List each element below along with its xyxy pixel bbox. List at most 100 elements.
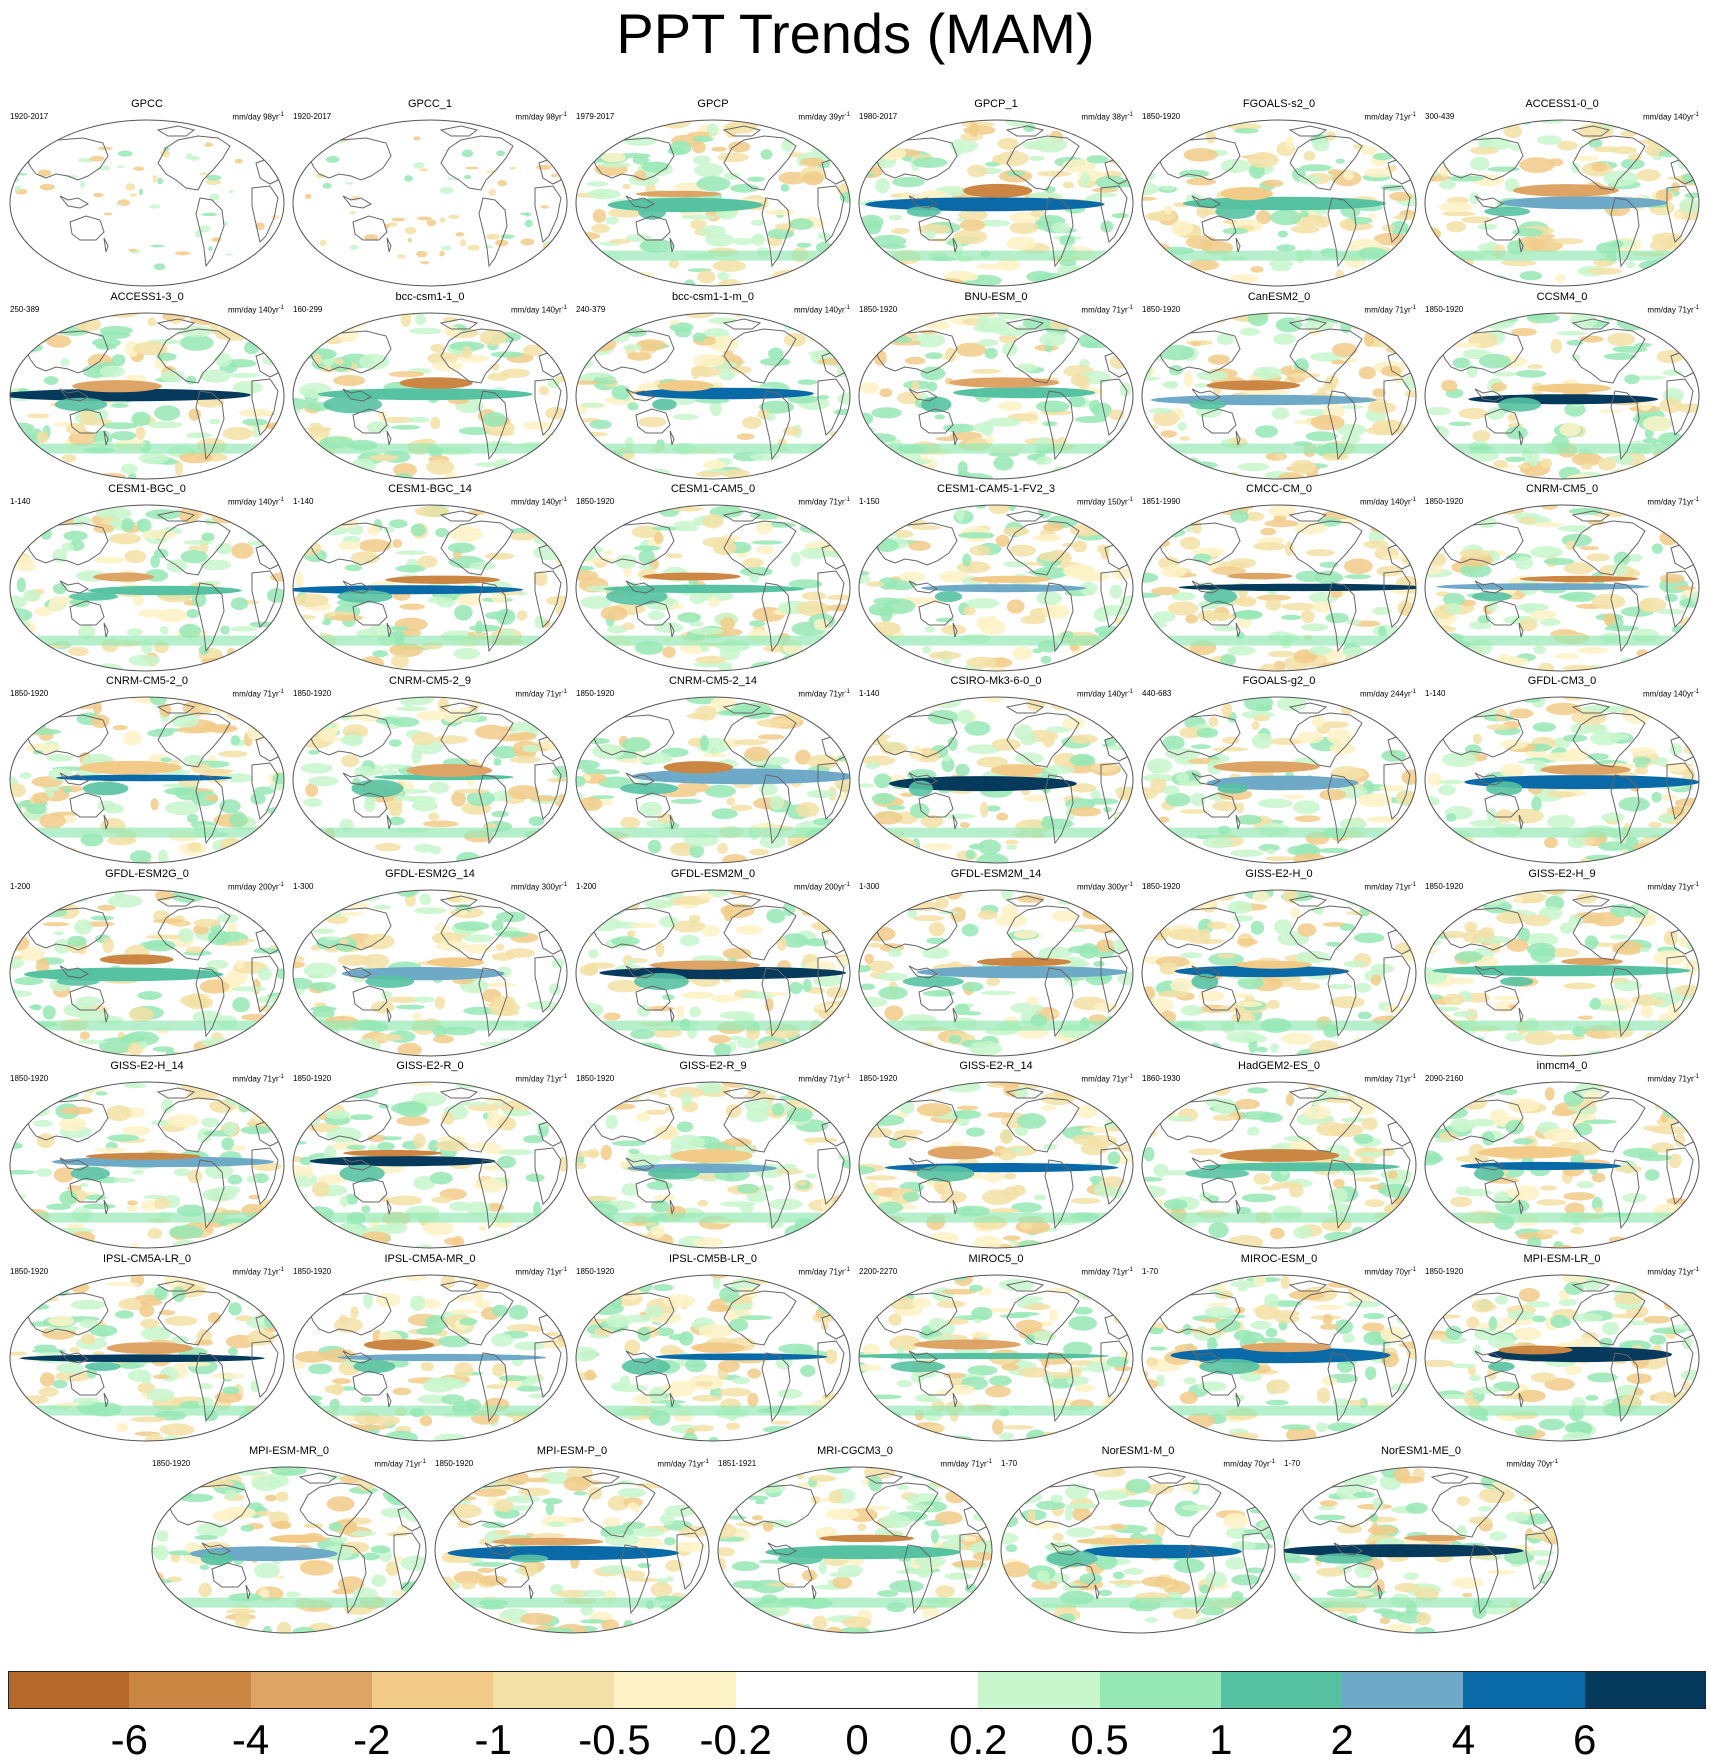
page-title: PPT Trends (MAM) xyxy=(0,2,1711,66)
world-map xyxy=(8,1080,286,1250)
colorbar-tick-label: -0.5 xyxy=(578,1718,650,1762)
world-map xyxy=(1140,1080,1418,1250)
world-map xyxy=(574,503,852,673)
colorbar-tick-label: 6 xyxy=(1573,1718,1596,1762)
world-map xyxy=(8,503,286,673)
colorbar-tick-label: 0.2 xyxy=(949,1718,1007,1762)
world-map xyxy=(433,1465,711,1635)
colorbar-swatch xyxy=(978,1671,1099,1709)
world-map xyxy=(1423,118,1701,288)
world-map xyxy=(857,311,1135,481)
world-map xyxy=(1140,503,1418,673)
colorbar-swatch xyxy=(1221,1671,1342,1709)
colorbar-swatch xyxy=(1463,1671,1584,1709)
world-map xyxy=(574,118,852,288)
world-map xyxy=(1282,1465,1560,1635)
world-map xyxy=(8,695,286,865)
colorbar-swatch xyxy=(493,1671,614,1709)
world-map xyxy=(857,118,1135,288)
colorbar-tick-label: -6 xyxy=(111,1718,148,1762)
world-map xyxy=(291,888,569,1058)
colorbar-tick-label: 2 xyxy=(1330,1718,1353,1762)
world-map xyxy=(1423,503,1701,673)
colorbar-swatch xyxy=(1100,1671,1221,1709)
world-map xyxy=(1423,695,1701,865)
world-map xyxy=(150,1465,428,1635)
world-map xyxy=(291,695,569,865)
colorbar-swatch xyxy=(8,1671,129,1709)
world-map xyxy=(857,888,1135,1058)
world-map xyxy=(857,503,1135,673)
world-map xyxy=(999,1465,1277,1635)
world-map xyxy=(1140,118,1418,288)
colorbar-tick-label: -2 xyxy=(353,1718,390,1762)
colorbar-tick-label: -4 xyxy=(232,1718,269,1762)
world-map xyxy=(574,695,852,865)
world-map xyxy=(1140,888,1418,1058)
colorbar-swatch xyxy=(372,1671,493,1709)
world-map xyxy=(8,118,286,288)
world-map xyxy=(291,118,569,288)
world-map xyxy=(1423,1273,1701,1443)
colorbar-tick-label: -0.2 xyxy=(700,1718,772,1762)
world-map xyxy=(857,1273,1135,1443)
world-map xyxy=(291,311,569,481)
world-map xyxy=(291,503,569,673)
colorbar-tick-label: 0 xyxy=(845,1718,868,1762)
colorbar-tick-label: -1 xyxy=(474,1718,511,1762)
colorbar-swatch xyxy=(614,1671,735,1709)
world-map xyxy=(8,311,286,481)
world-map xyxy=(8,888,286,1058)
colorbar-swatch xyxy=(1342,1671,1463,1709)
colorbar-tick-label: 4 xyxy=(1452,1718,1475,1762)
world-map xyxy=(574,1273,852,1443)
world-map xyxy=(1140,1273,1418,1443)
colorbar-swatch xyxy=(736,1671,857,1709)
world-map xyxy=(574,888,852,1058)
world-map xyxy=(1423,311,1701,481)
world-map xyxy=(574,311,852,481)
colorbar-tick-label: 1 xyxy=(1209,1718,1232,1762)
world-map xyxy=(857,695,1135,865)
